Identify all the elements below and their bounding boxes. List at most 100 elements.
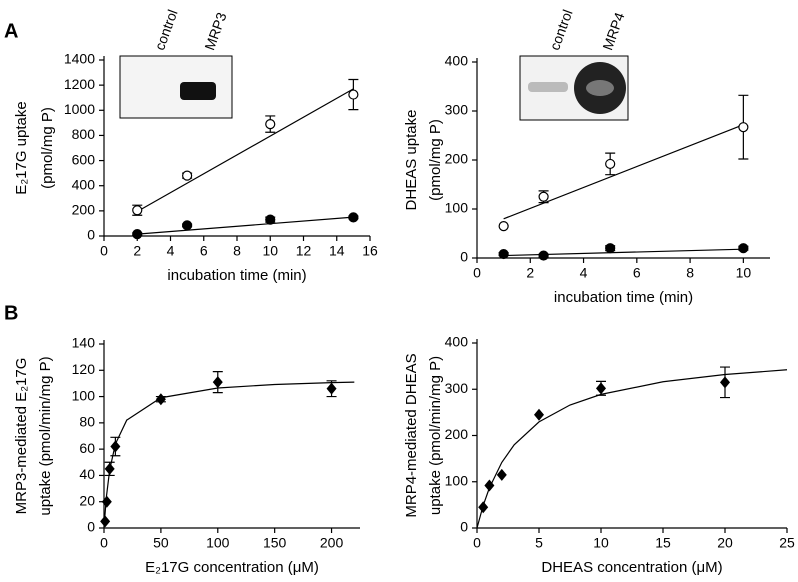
axis-line [476,339,787,529]
marker [100,515,111,528]
y-tick-label: 200 [445,426,469,442]
x-tick-label: 150 [263,535,287,551]
x-tick-label: 0 [473,535,481,551]
fit-line [103,381,355,529]
marker [110,440,121,453]
x-tick-label: 8 [233,243,241,259]
x-tick-label: 0 [100,535,108,551]
inset-label: MRP3 [201,10,229,52]
y-tick-label: 20 [79,492,95,508]
marker [265,214,276,225]
marker [212,376,223,389]
panel-label: B [4,302,18,324]
x-tick-label: 25 [779,535,795,551]
y-tick-label: 400 [445,53,469,69]
marker [498,221,509,232]
marker [605,243,616,254]
axis-line [103,340,360,529]
x-tick-label: 2 [133,243,141,259]
marker [182,220,193,231]
x-tick-label: 4 [580,265,588,281]
marker [326,382,337,395]
panel-label: A [4,20,18,42]
inset-label: control [546,7,575,52]
y-axis-title: MRP3-mediated E₂17G [13,358,30,515]
y-axis-title: (pmol/mg P) [427,119,444,201]
x-tick-label: 6 [200,243,208,259]
marker [104,462,115,475]
x-tick-label: 0 [473,265,481,281]
marker [348,89,359,100]
y-tick-label: 0 [460,519,468,535]
marker [534,408,544,421]
x-tick-label: 10 [262,243,278,259]
marker [155,393,166,406]
y-tick-label: 60 [79,440,95,456]
y-tick-label: 100 [72,387,96,403]
marker [484,479,495,492]
x-tick-label: 200 [320,535,344,551]
x-tick-label: 16 [362,243,378,259]
blot-band [180,82,216,100]
y-tick-label: 140 [72,335,96,351]
marker [132,205,143,216]
x-tick-label: 0 [100,243,108,259]
x-tick-label: 100 [206,535,230,551]
y-tick-label: 200 [72,202,96,218]
y-tick-label: 1400 [64,51,95,67]
y-axis-title: uptake (pmol/min/mg P) [37,356,54,515]
y-tick-label: 40 [79,466,95,482]
x-tick-label: 4 [167,243,175,259]
x-tick-label: 6 [633,265,641,281]
fit-line [137,216,354,235]
inset-label: MRP4 [599,10,627,52]
marker [101,495,112,508]
fit-line [476,369,788,529]
x-tick-label: 15 [655,535,671,551]
fit-line [136,88,354,213]
fit-line [503,124,744,220]
y-tick-label: 0 [87,227,95,243]
marker [348,212,359,223]
x-tick-label: 50 [153,535,169,551]
inset-label: control [151,7,180,52]
x-tick-label: 5 [535,535,543,551]
x-tick-label: 14 [329,243,345,259]
y-tick-label: 800 [72,126,96,142]
x-tick-label: 8 [686,265,694,281]
y-tick-label: 120 [72,361,96,377]
y-tick-label: 400 [445,334,469,350]
y-tick-label: 80 [79,414,95,430]
marker [738,243,749,254]
marker [132,229,143,240]
x-axis-title: DHEAS concentration (μM) [541,559,722,576]
marker [265,119,276,130]
marker [496,468,507,481]
x-tick-label: 20 [717,535,733,551]
marker [478,501,489,514]
y-tick-label: 1200 [64,76,95,92]
marker [182,170,193,181]
y-axis-title: (pmol/mg P) [39,107,56,189]
y-axis-title: MRP4-mediated DHEAS [403,353,420,517]
marker [596,382,606,395]
y-axis-title: uptake (pmol/min/mg P) [427,356,444,515]
x-tick-label: 12 [296,243,312,259]
y-tick-label: 300 [445,102,469,118]
marker [605,158,616,170]
x-tick-label: 2 [526,265,534,281]
x-axis-title: incubation time (min) [167,267,306,284]
y-tick-label: 100 [445,472,469,488]
y-tick-label: 0 [87,519,95,535]
x-tick-label: 10 [736,265,752,281]
y-tick-label: 600 [72,151,96,167]
y-tick-label: 100 [445,200,469,216]
y-tick-label: 400 [72,176,96,192]
marker [538,250,549,261]
y-tick-label: 300 [445,380,469,396]
y-tick-label: 0 [460,249,468,265]
y-tick-label: 200 [445,151,469,167]
marker [738,122,749,133]
marker [498,248,509,260]
